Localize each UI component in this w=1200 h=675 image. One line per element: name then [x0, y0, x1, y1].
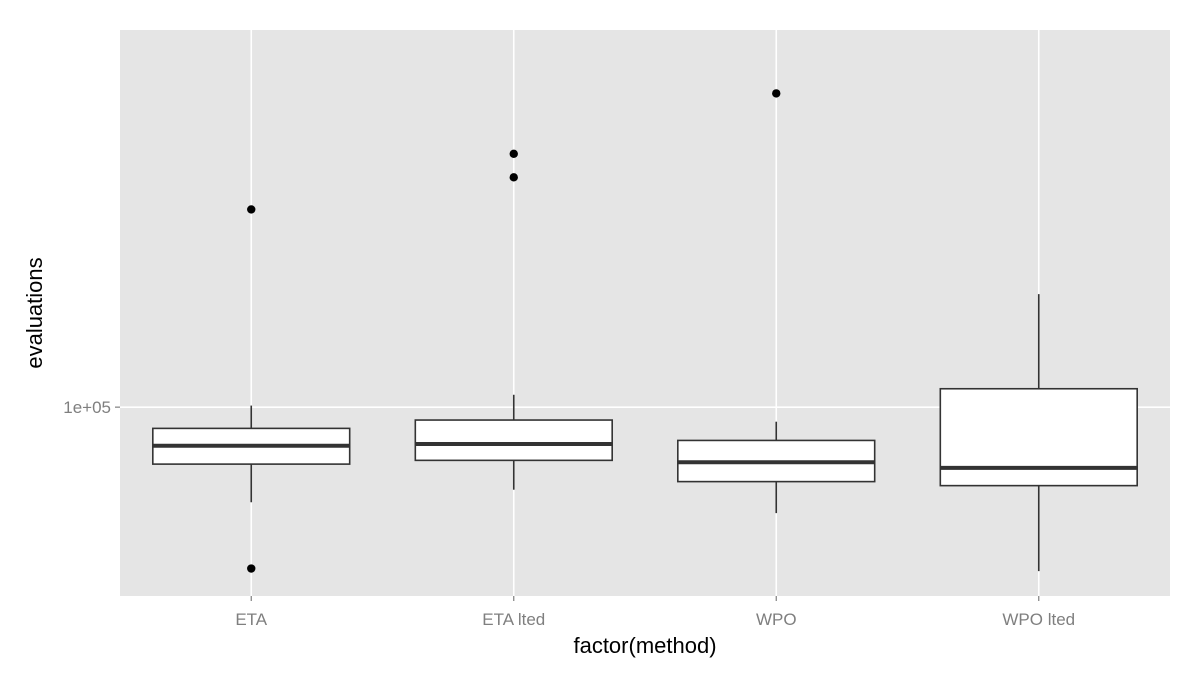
- outlier-point: [509, 149, 518, 159]
- axis-ticks: 1e+05 ETA ETA lted WPO WPO lted: [63, 398, 1075, 629]
- box-series: [152, 89, 1138, 573]
- box-wpo-lted: [939, 294, 1138, 572]
- y-tick-label: 1e+05: [63, 398, 111, 417]
- x-tick-label: ETA lted: [482, 610, 545, 629]
- y-axis-title: evaluations: [22, 257, 47, 368]
- x-axis-title: factor(method): [573, 633, 716, 658]
- x-tick-label: WPO lted: [1002, 610, 1075, 629]
- plot-panel: [120, 30, 1170, 596]
- outlier-point: [247, 205, 256, 214]
- box-eta: [152, 205, 351, 573]
- outlier-point: [509, 173, 518, 182]
- outlier-point: [247, 564, 256, 573]
- x-tick-label: WPO: [756, 610, 797, 629]
- box-eta-lted: [414, 149, 613, 490]
- box-iqr: [414, 419, 613, 462]
- box-iqr: [939, 387, 1138, 487]
- x-tick-label: ETA: [235, 610, 267, 629]
- box-wpo: [677, 89, 876, 514]
- outlier-point: [772, 89, 781, 98]
